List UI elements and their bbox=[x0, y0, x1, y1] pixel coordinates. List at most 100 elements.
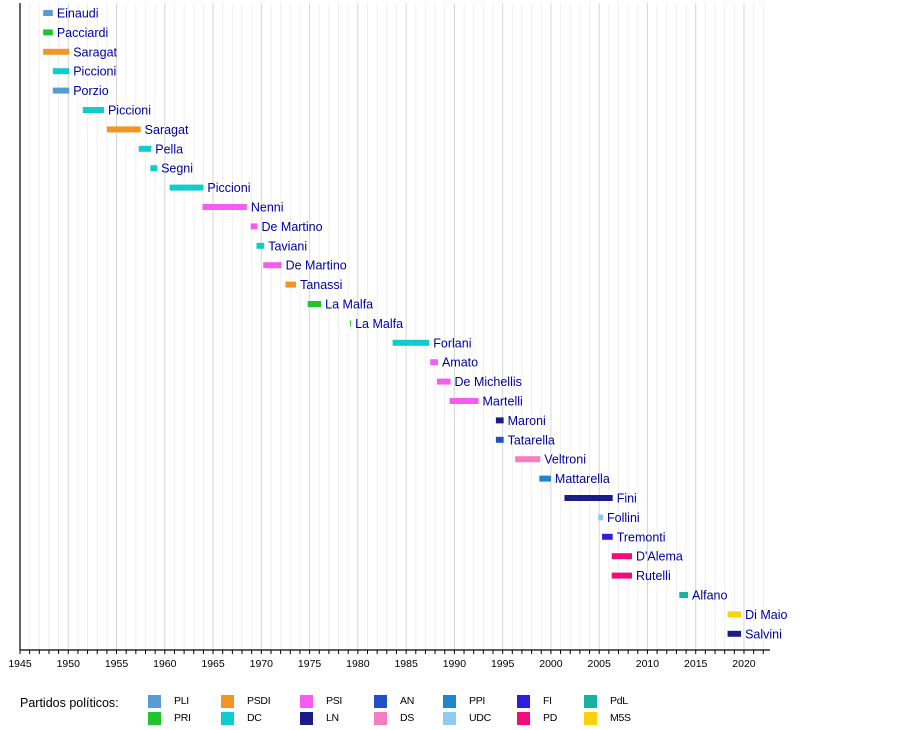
bar-label: Maroni bbox=[508, 414, 546, 428]
bar-pd bbox=[611, 553, 633, 560]
bar-ln bbox=[495, 417, 504, 424]
bar-an bbox=[495, 436, 504, 443]
bar-psdi bbox=[43, 48, 70, 55]
legend-item-ln: LN bbox=[300, 711, 339, 725]
bar-pri bbox=[43, 29, 53, 36]
grid-lines bbox=[29, 3, 764, 650]
x-tick-label: 1960 bbox=[153, 658, 177, 670]
x-tick-label: 1950 bbox=[57, 658, 81, 670]
legend-swatch bbox=[517, 711, 530, 725]
legend-item-psdi: PSDI bbox=[221, 694, 271, 708]
bar-ppi bbox=[539, 475, 551, 482]
bar-label: Tanassi bbox=[300, 278, 342, 292]
bar-label: Nenni bbox=[251, 201, 284, 215]
bar-label: De Martino bbox=[286, 259, 347, 273]
legend-item-dc: DC bbox=[221, 711, 262, 725]
bar-psi bbox=[250, 223, 258, 230]
x-tick-label: 1970 bbox=[250, 658, 274, 670]
bar-label: De Michellis bbox=[455, 375, 522, 389]
bar-label: Saragat bbox=[145, 123, 189, 137]
legend-title: Partidos políticos: bbox=[20, 696, 119, 710]
bar-label: Fini bbox=[617, 492, 637, 506]
legend-swatch bbox=[443, 694, 456, 708]
bar-pli bbox=[52, 87, 70, 94]
legend-item-psi: PSI bbox=[300, 694, 342, 708]
bar-label: D'Alema bbox=[636, 550, 683, 564]
bar-psi bbox=[449, 398, 479, 404]
bar-pri bbox=[350, 320, 352, 327]
bar-pd bbox=[611, 572, 633, 579]
legend-label: FI bbox=[543, 695, 552, 707]
bar-ln bbox=[727, 630, 742, 637]
timeline-chart: EinaudiPacciardiSaragatPiccioniPorzioPic… bbox=[8, 3, 788, 670]
x-tick-label: 1965 bbox=[201, 658, 225, 670]
bar-label: Alfano bbox=[692, 589, 727, 603]
bar-psdi bbox=[106, 126, 141, 133]
bar-label: Salvini bbox=[745, 627, 782, 641]
x-tick-label: 1945 bbox=[8, 658, 32, 670]
legend-label: PSDI bbox=[247, 695, 271, 707]
legend-item-m5s: M5S bbox=[584, 711, 631, 725]
bar-psi bbox=[437, 378, 451, 385]
bar-ds bbox=[515, 456, 541, 463]
bar-label: Segni bbox=[161, 162, 193, 176]
x-tick-label: 1975 bbox=[298, 658, 322, 670]
bar-dc bbox=[169, 184, 204, 191]
bar-label: La Malfa bbox=[325, 298, 373, 312]
legend-label: DC bbox=[247, 712, 262, 724]
bar-dc bbox=[150, 165, 158, 172]
bar-dc bbox=[82, 107, 104, 113]
legend-swatch bbox=[300, 711, 313, 725]
legend-item-pri: PRI bbox=[148, 711, 191, 725]
bar-label: Piccioni bbox=[108, 104, 151, 118]
bar-fi bbox=[602, 533, 613, 540]
legend-swatch bbox=[148, 694, 161, 708]
bar-label: Veltroni bbox=[544, 453, 586, 467]
legend-swatch bbox=[584, 694, 597, 708]
bar-label: Taviani bbox=[268, 239, 307, 253]
legend-swatch bbox=[300, 694, 313, 708]
bar-label: Tatarella bbox=[508, 433, 555, 447]
bar-m5s bbox=[727, 611, 742, 618]
bar-label: Pella bbox=[155, 142, 183, 156]
bar-dc bbox=[256, 242, 265, 249]
legend-swatch bbox=[517, 694, 530, 708]
legend-item-pdl: PdL bbox=[584, 694, 628, 708]
legend-item-ds: DS bbox=[374, 711, 414, 725]
bar-label: Rutelli bbox=[636, 569, 671, 583]
bar-psi bbox=[263, 262, 282, 269]
bar-psi bbox=[430, 359, 438, 366]
bar-dc bbox=[138, 145, 152, 152]
bar-label: Piccioni bbox=[207, 181, 250, 195]
legend-item-fi: FI bbox=[517, 694, 552, 708]
bar-labels: EinaudiPacciardiSaragatPiccioniPorzioPic… bbox=[57, 7, 788, 642]
bar-label: Follini bbox=[607, 511, 640, 525]
bar-dc bbox=[392, 339, 430, 346]
x-tick-label: 2020 bbox=[732, 658, 756, 670]
legend-label: AN bbox=[400, 695, 414, 707]
bar-label: Mattarella bbox=[555, 472, 610, 486]
x-axis-ticks: 1945 1950 1955 1960 1965 1970 1975 1980 1985 1990… bbox=[8, 650, 764, 670]
legend-item-pli: PLI bbox=[148, 694, 189, 708]
legend-label: LN bbox=[326, 712, 339, 724]
bar-pri bbox=[307, 301, 322, 307]
x-tick-label: 2015 bbox=[684, 658, 708, 670]
bar-label: Piccioni bbox=[73, 65, 116, 79]
bar-ln bbox=[564, 495, 613, 501]
bars bbox=[43, 10, 742, 637]
bar-label: Porzio bbox=[73, 84, 108, 98]
legend-label: UDC bbox=[469, 712, 491, 724]
bar-label: Saragat bbox=[73, 45, 117, 59]
legend-label: DS bbox=[400, 712, 414, 724]
legend: Partidos políticos: PLI PRI PSDI DC PSI LN AN D… bbox=[0, 690, 900, 730]
x-tick-label: 1955 bbox=[105, 658, 129, 670]
bar-label: Tremonti bbox=[617, 530, 666, 544]
x-tick-label: 1985 bbox=[394, 658, 418, 670]
legend-swatch bbox=[221, 694, 234, 708]
legend-label: PPI bbox=[469, 695, 486, 707]
legend-swatch bbox=[584, 711, 597, 725]
bar-label: Pacciardi bbox=[57, 26, 108, 40]
x-tick-label: 2005 bbox=[588, 658, 612, 670]
legend-item-an: AN bbox=[374, 694, 414, 708]
legend-swatch bbox=[148, 711, 161, 725]
